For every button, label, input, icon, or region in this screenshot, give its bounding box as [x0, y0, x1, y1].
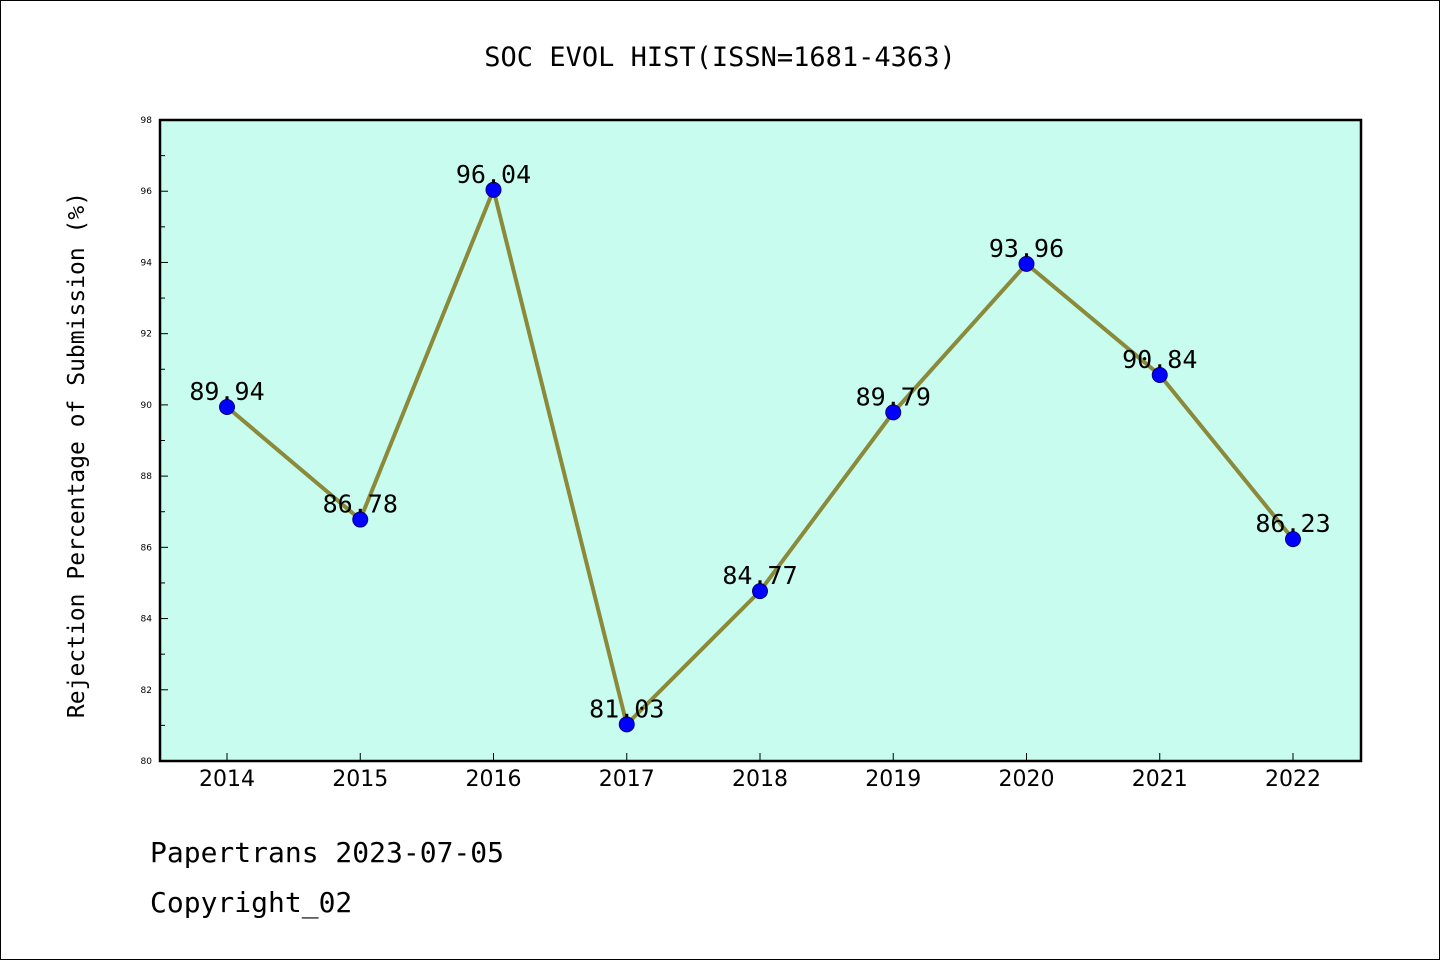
x-tick-label: 2021 [1132, 767, 1188, 792]
y-tick-label: 80 [141, 757, 153, 767]
data-point [752, 583, 768, 600]
data-point [618, 716, 635, 733]
y-tick-label: 96 [141, 187, 153, 197]
y-axis-label: Rejection Percentage of Submission (%) [64, 192, 90, 718]
x-tick-label: 2016 [466, 767, 522, 792]
data-point [219, 399, 235, 416]
data-label: 89.94 [189, 377, 264, 406]
y-tick-label: 86 [141, 543, 153, 553]
x-tick-label: 2020 [999, 767, 1055, 792]
data-label: 89.79 [856, 382, 931, 411]
data-label: 93.96 [989, 234, 1064, 263]
data-point [1018, 255, 1035, 272]
plot-area [158, 118, 1363, 763]
chart-title: SOC EVOL HIST(ISSN=1681-4363) [484, 42, 955, 73]
y-tick-label: 82 [141, 686, 152, 696]
x-tick-label: 2015 [332, 767, 388, 792]
series: 89.94 86.78 96.04 81.03 84.77 89.79 93.96 90.84… [189, 160, 1331, 733]
y-tick-label: 88 [141, 472, 153, 482]
data-point [885, 404, 902, 421]
y-tick-label: 84 [141, 615, 153, 625]
footer-date: Papertrans 2023-07-05 [150, 836, 505, 869]
data-label: 86.23 [1255, 509, 1330, 538]
footer-copyright: Copyright_02 [150, 886, 353, 919]
x-axis-ticks: 2014 2015 2016 2017 2018 2019 2020 2021 2022 [199, 753, 1321, 792]
data-point [485, 181, 502, 198]
data-label: 96.04 [456, 160, 531, 189]
y-tick-label: 94 [141, 258, 153, 268]
data-label: 84.77 [722, 561, 797, 590]
x-tick-label: 2019 [865, 767, 921, 792]
y-tick-label: 92 [141, 330, 152, 340]
y-axis-ticks: 80 82 84 86 88 90 92 94 96 98 [141, 116, 168, 767]
y-tick-label: 98 [141, 116, 153, 126]
data-label: 86.78 [323, 490, 398, 519]
data-label: 81.03 [589, 694, 664, 723]
data-point [1151, 366, 1168, 383]
x-tick-label: 2018 [732, 767, 788, 792]
data-label: 90.84 [1122, 345, 1197, 374]
data-point [352, 511, 369, 528]
x-tick-label: 2022 [1265, 767, 1321, 792]
data-point [1285, 531, 1301, 548]
x-tick-label: 2014 [199, 767, 255, 792]
y-tick-label: 90 [141, 401, 153, 411]
x-tick-label: 2017 [599, 767, 655, 792]
